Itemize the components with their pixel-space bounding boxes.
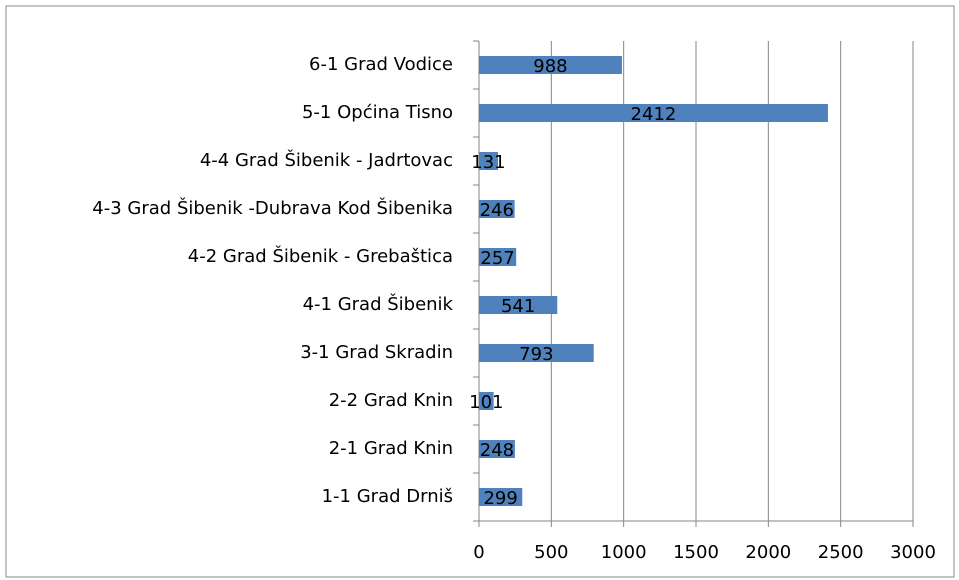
data-label: 988 [533, 56, 567, 77]
bar [479, 392, 494, 410]
data-label: 299 [483, 488, 517, 509]
bar [479, 104, 828, 122]
y-tick-label: 4-1 Grad Šibenik [303, 293, 454, 315]
bar [479, 56, 622, 74]
x-tick-label: 2000 [745, 542, 791, 563]
y-tick-label: 6-1 Grad Vodice [309, 54, 453, 75]
data-label: 101 [469, 392, 503, 413]
x-tick-label: 500 [534, 542, 568, 563]
x-tick-label: 1500 [673, 542, 719, 563]
data-label: 541 [501, 296, 535, 317]
y-tick-label: 4-2 Grad Šibenik - Grebaštica [188, 245, 453, 267]
y-tick-label: 3-1 Grad Skradin [300, 342, 453, 363]
y-tick-label: 4-3 Grad Šibenik -Dubrava Kod Šibenika [92, 197, 453, 219]
bar [479, 152, 498, 170]
bar [479, 440, 515, 458]
data-label: 793 [519, 344, 553, 365]
data-label: 2412 [631, 104, 677, 125]
data-label: 131 [471, 152, 505, 173]
y-tick-label: 5-1 Općina Tisno [302, 102, 453, 123]
bar [479, 248, 517, 266]
x-tick-label: 3000 [890, 542, 936, 563]
data-label: 248 [480, 440, 514, 461]
bar [479, 488, 523, 506]
data-label: 257 [480, 248, 514, 269]
y-tick-label: 2-2 Grad Knin [329, 390, 453, 411]
chart-frame [5, 5, 955, 578]
x-tick-label: 1000 [601, 542, 647, 563]
y-tick-label: 2-1 Grad Knin [329, 438, 453, 459]
bar [479, 344, 594, 362]
y-tick-label: 4-4 Grad Šibenik - Jadrtovac [200, 149, 453, 171]
x-tick-label: 2500 [818, 542, 864, 563]
bar [479, 200, 515, 218]
y-tick-label: 1-1 Grad Drniš [322, 486, 453, 507]
bar [479, 296, 558, 314]
data-label: 246 [480, 200, 514, 221]
x-tick-label: 0 [473, 542, 484, 563]
